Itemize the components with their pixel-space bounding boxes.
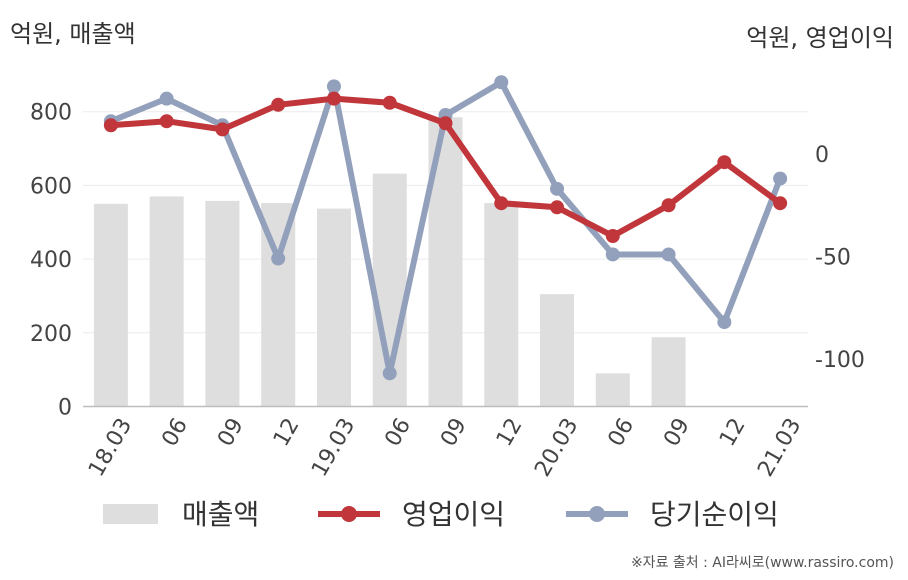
x-tick-label: 09	[213, 414, 249, 451]
right-axis-unit: 억원, 영업이익	[746, 24, 894, 52]
x-tick-label: 12	[269, 414, 305, 451]
x-tick-label: 06	[380, 414, 416, 451]
left-axis-unit: 억원, 매출액	[10, 20, 136, 48]
x-tick-label: 20.03	[530, 414, 583, 481]
legend-marker-net-income	[589, 506, 605, 522]
bar-revenue	[651, 337, 686, 407]
point-operating-profit	[215, 122, 230, 137]
lines	[103, 75, 788, 381]
right-tick-label: 0	[815, 143, 829, 168]
point-net-income	[494, 75, 509, 90]
point-operating-profit	[605, 229, 620, 243]
point-operating-profit	[159, 114, 174, 129]
point-net-income	[382, 366, 397, 381]
point-operating-profit	[550, 200, 565, 215]
point-operating-profit	[103, 118, 118, 133]
bar-revenue	[316, 208, 351, 407]
legend-label-operating-profit: 영업이익	[402, 498, 505, 531]
legend-label-net-income: 당기순이익	[650, 498, 779, 531]
x-tick-label: 21.03	[753, 414, 806, 481]
bar-revenue	[540, 294, 575, 407]
point-net-income	[326, 79, 341, 94]
x-tick-label: 19.03	[307, 414, 360, 481]
left-tick-label: 400	[30, 248, 72, 273]
legend-label-revenue: 매출액	[182, 498, 259, 531]
point-net-income	[773, 171, 788, 186]
point-operating-profit	[382, 95, 397, 110]
right-tick-label: -100	[815, 348, 865, 373]
point-operating-profit	[271, 97, 286, 112]
bar-revenue	[205, 200, 240, 407]
legend: 매출액 영업이익 당기순이익	[103, 498, 779, 531]
bar-revenue	[595, 373, 630, 407]
point-operating-profit	[717, 155, 732, 170]
x-tick-label: 09	[436, 414, 472, 451]
point-operating-profit	[438, 116, 453, 131]
source-note: ※자료 출처 : AI라씨로(www.rassiro.com)	[630, 555, 894, 571]
point-net-income	[550, 181, 565, 196]
bars-revenue	[93, 117, 686, 407]
right-tick-label: -50	[815, 246, 851, 271]
point-operating-profit	[661, 198, 676, 213]
x-tick-label: 06	[604, 414, 640, 451]
point-net-income	[159, 91, 174, 106]
left-tick-label: 0	[58, 396, 72, 421]
bar-revenue	[93, 203, 128, 407]
bar-revenue	[484, 203, 519, 407]
x-tick-label: 18.03	[84, 414, 137, 481]
x-tick-label: 12	[715, 414, 751, 451]
left-tick-label: 200	[30, 322, 72, 347]
point-net-income	[717, 315, 732, 330]
left-tick-label: 800	[30, 101, 72, 126]
x-tick-label: 12	[492, 414, 528, 451]
point-net-income	[605, 247, 620, 262]
bar-revenue	[149, 196, 184, 407]
left-tick-label: 600	[30, 174, 72, 199]
point-net-income	[271, 251, 286, 266]
point-operating-profit	[494, 196, 509, 211]
x-tick-label: 06	[157, 414, 193, 451]
point-net-income	[661, 247, 676, 262]
point-operating-profit	[326, 91, 341, 106]
legend-swatch-revenue	[103, 504, 158, 524]
x-tick-label: 09	[659, 414, 695, 451]
legend-marker-operating-profit	[341, 506, 357, 522]
point-operating-profit	[773, 196, 788, 211]
